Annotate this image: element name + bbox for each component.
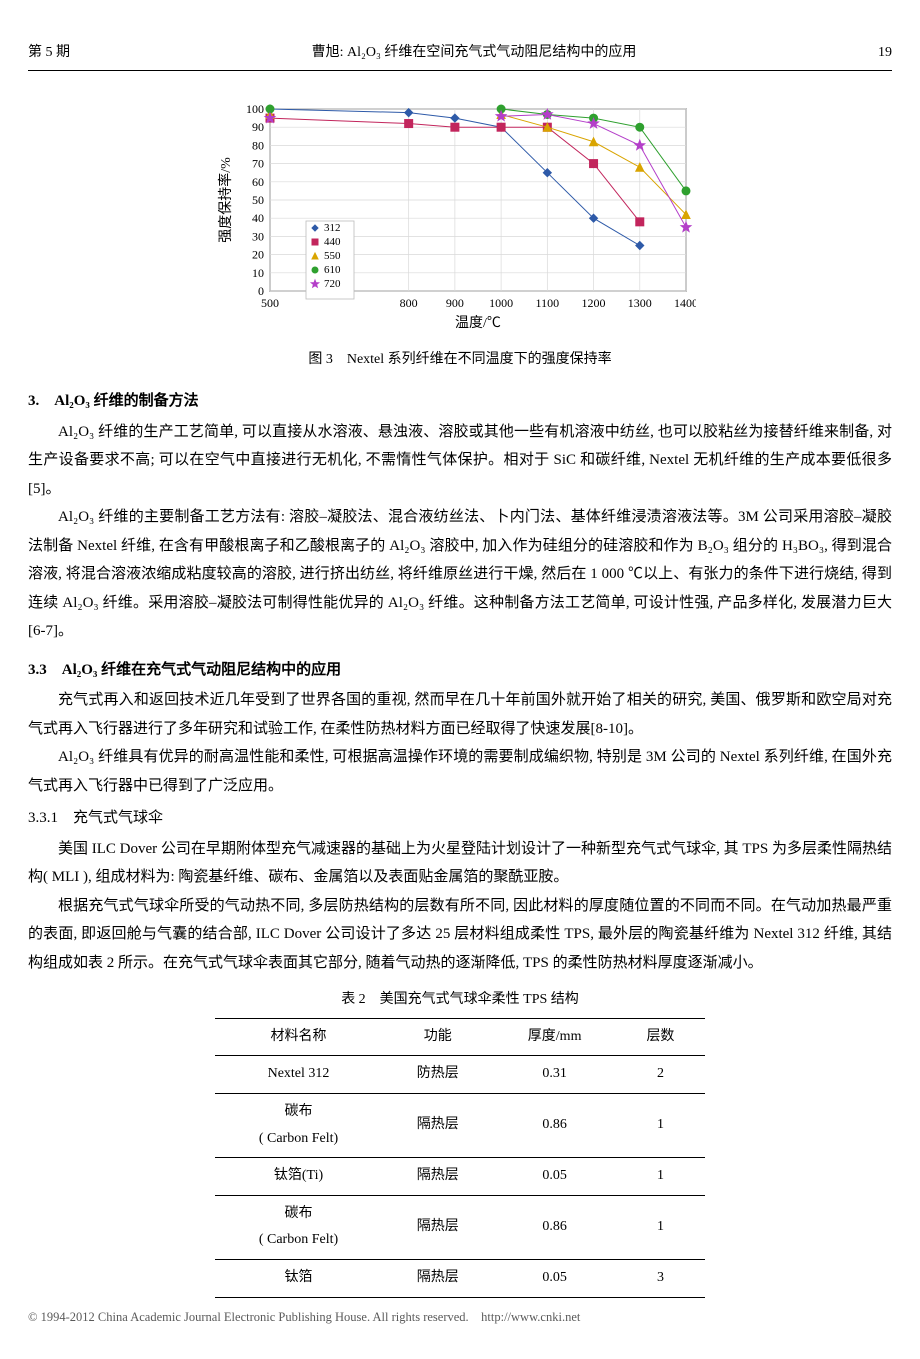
svg-text:312: 312 [324, 222, 341, 234]
figure-3: 0102030405060708090100500800900100011001… [210, 95, 710, 341]
table-row: 钛箔隔热层0.053 [215, 1259, 705, 1297]
table-col-3: 层数 [616, 1018, 705, 1056]
table-cell: 2 [616, 1056, 705, 1094]
svg-text:1000: 1000 [489, 296, 513, 310]
svg-text:440: 440 [324, 236, 341, 248]
table-cell: 1 [616, 1158, 705, 1196]
table-cell: 隔热层 [382, 1158, 493, 1196]
section-3-heading: 3. Al₂O₃ 纤维的制备方法 [28, 387, 892, 416]
svg-text:40: 40 [252, 211, 264, 225]
svg-text:1400: 1400 [674, 296, 696, 310]
table-cell: 钛箔 [215, 1259, 382, 1297]
svg-text:1300: 1300 [628, 296, 652, 310]
section-3-3-1-p2: 根据充气式气球伞所受的气动热不同, 多层防热结构的层数有所不同, 因此材料的厚度… [28, 892, 892, 978]
section-3-p2: Al₂O₃ 纤维的主要制备工艺方法有: 溶胶–凝胶法、混合液纺丝法、卜内门法、基… [28, 503, 892, 646]
header-left: 第 5 期 [28, 40, 70, 67]
svg-text:720: 720 [324, 278, 341, 290]
page-header: 第 5 期 曹旭: Al₂O₃ 纤维在空间充气式气动阻尼结构中的应用 19 [28, 40, 892, 71]
svg-text:50: 50 [252, 193, 264, 207]
header-center: 曹旭: Al₂O₃ 纤维在空间充气式气动阻尼结构中的应用 [312, 40, 637, 67]
table-header-row: 材料名称功能厚度/mm层数 [215, 1018, 705, 1056]
svg-text:温度/℃: 温度/℃ [455, 315, 501, 331]
svg-text:70: 70 [252, 156, 264, 170]
svg-text:10: 10 [252, 265, 264, 279]
chart-plot: 0102030405060708090100500800900100011001… [216, 101, 696, 331]
table-col-1: 功能 [382, 1018, 493, 1056]
table-2: 材料名称功能厚度/mm层数 Nextel 312防热层0.312碳布( Carb… [215, 1018, 705, 1298]
svg-text:90: 90 [252, 120, 264, 134]
svg-text:20: 20 [252, 247, 264, 261]
svg-text:900: 900 [446, 296, 464, 310]
svg-text:100: 100 [246, 102, 264, 116]
svg-text:60: 60 [252, 174, 264, 188]
svg-text:800: 800 [400, 296, 418, 310]
table-cell: 0.31 [493, 1056, 616, 1094]
svg-text:1100: 1100 [536, 296, 560, 310]
footer-copyright: © 1994-2012 China Academic Journal Elect… [28, 1306, 892, 1330]
svg-text:500: 500 [261, 296, 279, 310]
table-cell: 碳布( Carbon Felt) [215, 1195, 382, 1259]
figure-3-caption: 图 3 Nextel 系列纤维在不同温度下的强度保持率 [28, 347, 892, 374]
table-col-2: 厚度/mm [493, 1018, 616, 1056]
svg-text:550: 550 [324, 250, 341, 262]
header-right: 19 [878, 40, 892, 67]
section-3-3-heading: 3.3 Al₂O₃ 纤维在充气式气动阻尼结构中的应用 [28, 656, 892, 685]
svg-text:强度保持率/%: 强度保持率/% [217, 156, 234, 242]
table-row: Nextel 312防热层0.312 [215, 1056, 705, 1094]
table-row: 碳布( Carbon Felt)隔热层0.861 [215, 1093, 705, 1157]
svg-text:80: 80 [252, 138, 264, 152]
table-cell: 3 [616, 1259, 705, 1297]
table-cell: 1 [616, 1093, 705, 1157]
section-3-3-1-p1: 美国 ILC Dover 公司在早期附体型充气减速器的基础上为火星登陆计划设计了… [28, 835, 892, 892]
table-col-0: 材料名称 [215, 1018, 382, 1056]
section-3-3-1-heading: 3.3.1 充气式气球伞 [28, 804, 892, 833]
table-cell: 0.05 [493, 1158, 616, 1196]
table-row: 钛箔(Ti)隔热层0.051 [215, 1158, 705, 1196]
svg-text:30: 30 [252, 229, 264, 243]
table-cell: 1 [616, 1195, 705, 1259]
table-row: 碳布( Carbon Felt)隔热层0.861 [215, 1195, 705, 1259]
table-cell: 0.86 [493, 1195, 616, 1259]
table-cell: 0.05 [493, 1259, 616, 1297]
table-cell: 隔热层 [382, 1259, 493, 1297]
section-3-p1: Al₂O₃ 纤维的生产工艺简单, 可以直接从水溶液、悬浊液、溶胶或其他一些有机溶… [28, 418, 892, 504]
section-3-3-p1: 充气式再入和返回技术近几年受到了世界各国的重视, 然而早在几十年前国外就开始了相… [28, 686, 892, 743]
table-cell: 0.86 [493, 1093, 616, 1157]
table-cell: 防热层 [382, 1056, 493, 1094]
table-2-caption: 表 2 美国充气式气球伞柔性 TPS 结构 [28, 987, 892, 1014]
table-cell: 碳布( Carbon Felt) [215, 1093, 382, 1157]
section-3-3-p2: Al₂O₃ 纤维具有优异的耐高温性能和柔性, 可根据高温操作环境的需要制成编织物… [28, 743, 892, 800]
table-cell: 隔热层 [382, 1093, 493, 1157]
table-cell: 隔热层 [382, 1195, 493, 1259]
table-cell: 钛箔(Ti) [215, 1158, 382, 1196]
svg-text:1200: 1200 [582, 296, 606, 310]
table-cell: Nextel 312 [215, 1056, 382, 1094]
svg-text:610: 610 [324, 264, 341, 276]
